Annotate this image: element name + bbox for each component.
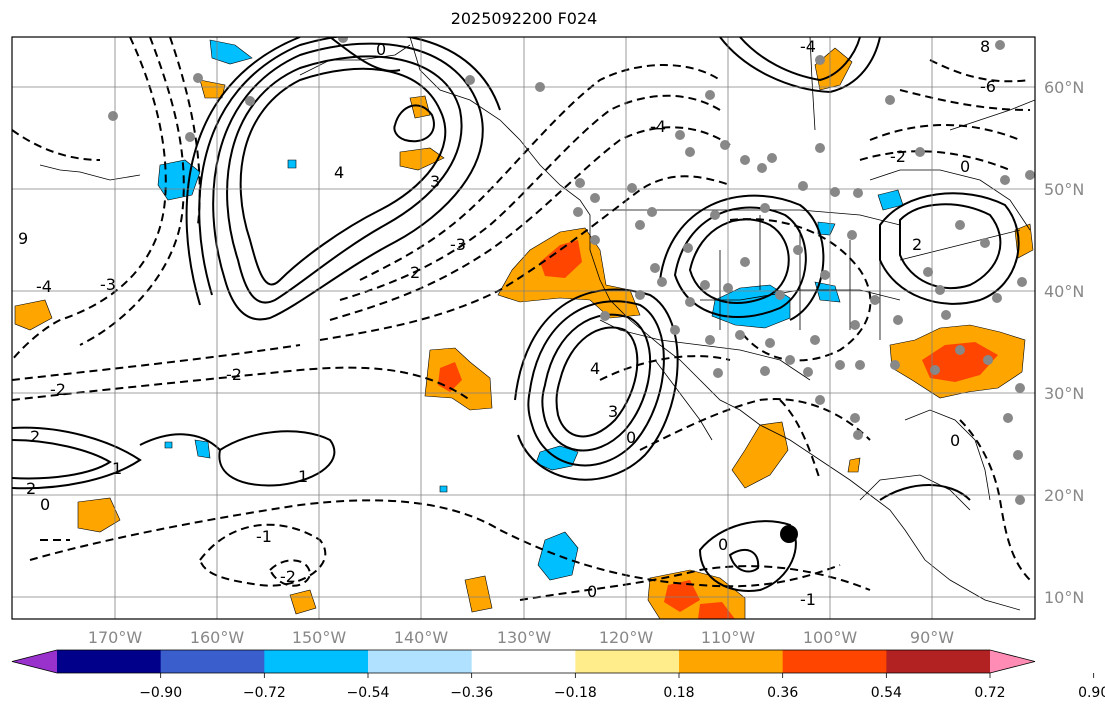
colorbar-tick-label: 0.18 (663, 685, 694, 701)
dashed-contours (12, 37, 1031, 601)
graticule (12, 37, 1035, 619)
contour-label: 3 (608, 402, 618, 421)
positive-anomaly-areas (14, 47, 1034, 619)
contour-label: 0 (718, 535, 728, 554)
colorbar-segment (57, 650, 162, 673)
colorbar-tick-label: 0.90 (1078, 685, 1105, 701)
contour-label: 1 (298, 467, 308, 486)
lon-tick-label: 160°W (190, 628, 245, 647)
contour-labels: 4 3 4 3 2 2 2 2 1 1 0 0 0 0 0 0 0 -1 -1 … (18, 37, 996, 609)
map-frame (11, 36, 1036, 620)
lat-tick-label: 30°N (1044, 384, 1084, 403)
contour-label: 0 (40, 495, 50, 514)
contour-label: 2 (410, 263, 420, 282)
lat-tick-label: 40°N (1044, 282, 1084, 301)
contour-label: 0 (626, 428, 636, 447)
contour-label: -1 (800, 590, 816, 609)
colorbar-segment (368, 650, 473, 673)
contour-label: -3 (450, 235, 466, 254)
colorbar-segment (679, 650, 784, 673)
colorbar-tick-label: −0.90 (139, 685, 182, 701)
colorbar-segment (471, 650, 576, 673)
colorbar-tick-label: −0.18 (554, 685, 597, 701)
contour-label: -4 (800, 37, 816, 56)
contour-label: -2 (50, 380, 66, 399)
colorbar-outline (11, 649, 1036, 674)
contour-label: 0 (950, 431, 960, 450)
lat-tick-label: 50°N (1044, 180, 1084, 199)
contour-label: 4 (334, 163, 344, 182)
lon-tick-label: 120°W (599, 628, 654, 647)
contour-label: -6 (980, 77, 996, 96)
colorbar-segment (160, 650, 265, 673)
lon-tick-label: 170°W (88, 628, 143, 647)
contour-label: 2 (30, 427, 40, 446)
contour-label: 4 (590, 359, 600, 378)
colorbar-tick-label: −0.72 (243, 685, 286, 701)
map-title: 2025092200 F024 (450, 9, 598, 28)
contour-label: -4 (650, 117, 666, 136)
lon-tick-label: 100°W (803, 628, 858, 647)
contour-label: 0 (376, 40, 386, 59)
contour-label: -2 (280, 567, 296, 586)
contour-label: 2 (26, 479, 36, 498)
contour-label: 2 (912, 235, 922, 254)
colorbar-tick-label: 0.54 (871, 685, 902, 701)
contour-label: -2 (890, 147, 906, 166)
contour-label: 3 (430, 172, 440, 191)
lon-tick-label: 140°W (394, 628, 449, 647)
coastlines (39, 37, 1035, 611)
lat-tick-label: 60°N (1044, 78, 1084, 97)
lon-tick-label: 90°W (910, 628, 954, 647)
contour-label: 8 (980, 37, 990, 56)
colorbar-tick-label: −0.54 (347, 685, 390, 701)
contour-label: 1 (112, 459, 122, 478)
lat-tick-label: 20°N (1044, 486, 1084, 505)
contour-label: -4 (36, 277, 52, 296)
location-marker (780, 525, 798, 543)
colorbar-tick-label: −0.36 (450, 685, 493, 701)
colorbar-segment (575, 650, 680, 673)
colorbar-tick-label: 0.72 (974, 685, 1005, 701)
lon-tick-label: 130°W (497, 628, 552, 647)
colorbar-segment (782, 650, 887, 673)
lon-tick-label: 150°W (292, 628, 347, 647)
colorbar-extend-min (12, 650, 57, 673)
contour-label: 9 (18, 229, 28, 248)
colorbar-tick-label: 0.36 (767, 685, 798, 701)
colorbar-segment (264, 650, 369, 673)
longitude-axis: 170°W 160°W 150°W 140°W 130°W 120°W 110°… (88, 628, 954, 647)
colorbar: −0.90 −0.72 −0.54 −0.36 −0.18 0.18 0.36 0.54 0.7… (11, 649, 1105, 701)
contour-label: 0 (587, 582, 597, 601)
lon-tick-label: 110°W (701, 628, 756, 647)
map-background (12, 37, 1035, 619)
contour-label: -2 (226, 365, 242, 384)
observation-dots (108, 37, 1035, 505)
contour-label: -1 (256, 527, 272, 546)
colorbar-segment (886, 650, 991, 673)
lat-tick-label: 10°N (1044, 588, 1084, 607)
latitude-axis: 60°N 50°N 40°N 30°N 20°N 10°N (1044, 78, 1084, 607)
contour-label: 0 (960, 157, 970, 176)
contour-label: -3 (100, 275, 116, 294)
colorbar-extend-max (990, 650, 1035, 673)
